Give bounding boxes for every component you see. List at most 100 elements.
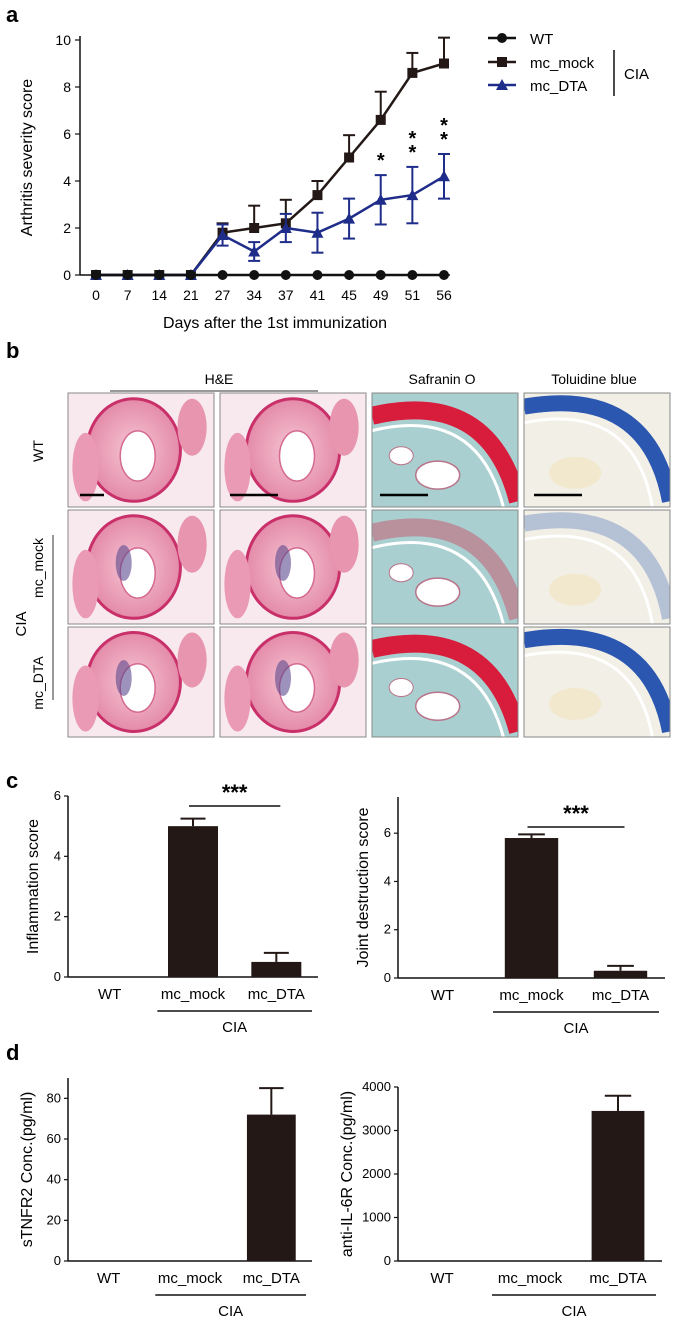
histology-image: [220, 393, 366, 507]
data-point-WT: [91, 270, 101, 280]
x-tick-label: 37: [278, 287, 294, 303]
series-line-mc_mock: [96, 62, 445, 277]
soft-tissue: [177, 398, 207, 456]
data-point-WT: [439, 270, 449, 280]
image-border: [371, 509, 519, 625]
bar-mc_DTA: [591, 1110, 645, 1261]
y-tick-label: 20: [47, 1212, 61, 1227]
histology-cell-mc-mock-he2: [219, 509, 367, 625]
group-label: CIA: [222, 1019, 247, 1036]
histology-cell-mc-dta-he: [67, 626, 215, 738]
row-label-wt: WT: [30, 440, 46, 462]
histology-cell-mc-dta-tol: [523, 626, 671, 738]
data-point-WT: [217, 270, 228, 280]
cartilage-stain: [524, 628, 670, 734]
marrow-space: [549, 573, 602, 606]
y-tick-label: 10: [55, 32, 71, 48]
data-point-mc_DTA: [438, 170, 450, 182]
cartilage-stain: [524, 395, 670, 503]
image-border: [523, 392, 671, 508]
y-tick-label: 4000: [362, 1079, 391, 1094]
marrow-space: [278, 430, 316, 482]
marrow-space: [549, 688, 602, 720]
legend-group-label: CIA: [624, 66, 649, 83]
histology-panel: H&E Safranin O Toluidine blue WT mc_mock…: [13, 371, 671, 738]
y-tick-label: 2000: [362, 1166, 391, 1181]
histology-cell-mc-mock-he: [67, 509, 215, 625]
infiltrate: [115, 660, 132, 696]
significance-marker: ***: [222, 780, 248, 805]
panel-label-b: b: [6, 338, 19, 363]
significance-marker: *: [377, 150, 385, 172]
y-tick-label: 6: [54, 788, 61, 803]
x-tick-label: 21: [183, 287, 199, 303]
x-tick-label: 45: [341, 287, 357, 303]
soft-tissue: [224, 432, 251, 502]
row-label-cia: CIA: [13, 611, 30, 636]
data-point-WT: [344, 270, 355, 280]
soft-tissue: [72, 549, 99, 619]
y-tick-label: 0: [54, 1253, 61, 1268]
y-tick-label: 0: [63, 267, 71, 283]
histology-images: [67, 392, 671, 738]
legend-marker: [497, 57, 507, 67]
x-tick-label: 34: [246, 287, 262, 303]
histology-image: [372, 510, 518, 624]
soft-tissue: [329, 398, 359, 456]
y-tick-label: 0: [384, 1253, 391, 1268]
data-point-mc_DTA: [216, 229, 229, 241]
category-label: WT: [97, 1270, 120, 1287]
histology-cell-wt-tol: [523, 392, 671, 508]
x-tick-label: 0: [92, 287, 100, 303]
image-border: [219, 626, 367, 738]
image-border: [67, 509, 215, 625]
line-chart-arthritis: 0 2 4 6 8 10 0 7 14 21 27 34 37 41 45 49 51 56 Days after …: [19, 31, 649, 332]
significance-marker: *: [408, 142, 416, 164]
category-label: mc_mock: [158, 1270, 223, 1287]
row-label-mc-mock: mc_mock: [30, 537, 46, 598]
joint-space: [372, 657, 505, 737]
category-label: mc_DTA: [589, 1270, 646, 1287]
marrow-space: [414, 691, 461, 721]
image-border: [67, 392, 215, 508]
data-point-mc_mock: [249, 223, 260, 233]
data-point-mc_DTA: [279, 222, 292, 233]
y-tick-label: 6: [63, 126, 71, 142]
y-axis-title: Joint destruction score: [355, 807, 372, 967]
histology-image: [68, 393, 214, 507]
joint-space: [372, 424, 505, 507]
tissue-background: [524, 510, 670, 624]
y-axis-title: Inflammation score: [25, 819, 42, 954]
histology-cell-mc-dta-he2: [219, 626, 367, 738]
histology-image: [372, 627, 518, 737]
data-point-mc_mock: [344, 152, 355, 163]
y-tick-label: 3000: [362, 1123, 391, 1138]
bar-mc_mock: [168, 826, 218, 977]
y-tick-label: 2: [384, 922, 391, 937]
cartilage-stain: [524, 512, 670, 620]
infiltrate: [275, 545, 291, 581]
significance-marker: *: [440, 129, 448, 151]
marrow-space: [414, 577, 461, 607]
joint-space: [524, 534, 654, 624]
bar-mc_mock: [504, 838, 559, 978]
significance-marker: ***: [563, 801, 589, 826]
x-tick-label: 14: [151, 287, 167, 303]
cartilage-stain: [372, 518, 518, 621]
legend-label-WT: WT: [530, 31, 553, 48]
panel-label-d: d: [6, 1040, 19, 1065]
category-label: mc_DTA: [243, 1270, 300, 1287]
histology-cell-mc-mock-tol: [523, 509, 671, 625]
image-border: [67, 626, 215, 738]
y-tick-label: 2: [54, 909, 61, 924]
header-safranin: Safranin O: [409, 371, 476, 387]
panel-label-c: c: [6, 768, 18, 793]
data-point-mc_mock: [407, 67, 418, 78]
row-label-mc-dta: mc_DTA: [30, 656, 46, 710]
data-point-mc_DTA: [374, 193, 387, 205]
category-label: mc_mock: [498, 1270, 563, 1287]
